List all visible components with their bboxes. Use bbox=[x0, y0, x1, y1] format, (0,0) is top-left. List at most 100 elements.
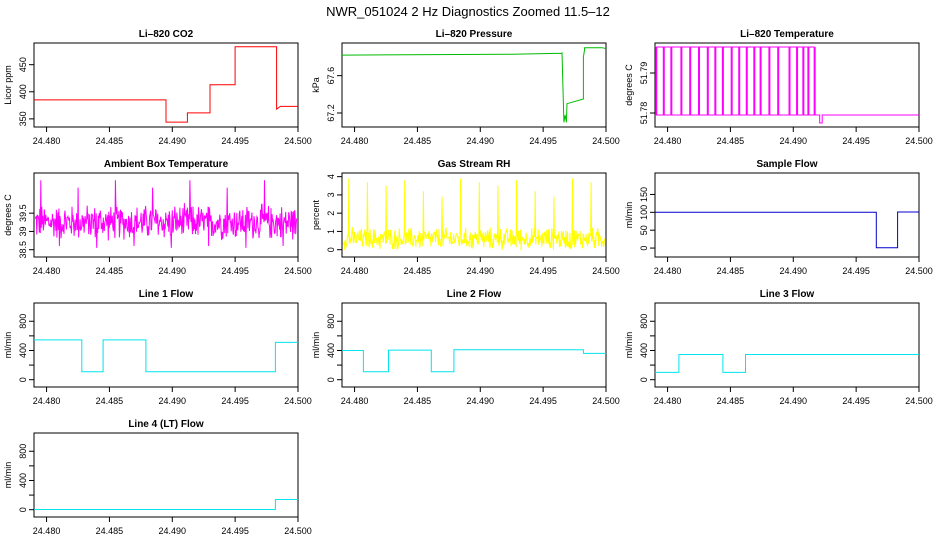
panel-li-820-co2: Li–820 CO2 24.480 24.485 24.490 24.495 24.500… bbox=[3, 29, 312, 146]
y-axis-label: ml/min bbox=[624, 202, 634, 229]
y-tick-label: 50 bbox=[639, 225, 649, 235]
series-line bbox=[342, 178, 606, 251]
x-tick-label: 24.480 bbox=[33, 396, 61, 406]
panel-title: Li–820 Pressure bbox=[436, 29, 513, 40]
series-line bbox=[34, 180, 298, 248]
panel-title: Line 4 (LT) Flow bbox=[128, 419, 204, 430]
series-line bbox=[341, 47, 607, 123]
series-line bbox=[342, 349, 606, 373]
figure-title: NWR_051024 2 Hz Diagnostics Zoomed 11.5–… bbox=[326, 4, 610, 19]
panel-line-2-flow: Line 2 Flow 24.480 24.485 24.490 24.495 24.50… bbox=[311, 289, 620, 406]
x-tick-label: 24.495 bbox=[529, 266, 557, 276]
x-tick-label: 24.490 bbox=[159, 136, 187, 146]
x-tick-label: 24.480 bbox=[33, 266, 61, 276]
x-tick-label: 24.485 bbox=[96, 266, 124, 276]
x-tick-label: 24.495 bbox=[842, 396, 870, 406]
y-axis-label: degrees C bbox=[624, 64, 634, 106]
x-tick-label: 24.485 bbox=[404, 396, 432, 406]
x-tick-label: 24.485 bbox=[96, 396, 124, 406]
x-tick-label: 24.495 bbox=[221, 266, 249, 276]
y-tick-label: 39.5 bbox=[18, 204, 28, 222]
y-tick-label: 100 bbox=[639, 205, 649, 220]
x-tick-label: 24.490 bbox=[467, 136, 495, 146]
y-tick-label: 1 bbox=[326, 229, 336, 234]
x-tick-label: 24.500 bbox=[592, 266, 620, 276]
series-line bbox=[34, 499, 298, 510]
y-tick-label: 0 bbox=[639, 377, 649, 382]
y-tick-label: 51.78 bbox=[639, 102, 649, 125]
x-tick-label: 24.480 bbox=[341, 266, 369, 276]
x-tick-label: 24.490 bbox=[159, 526, 187, 536]
y-axis-label: kPa bbox=[311, 77, 321, 93]
x-tick-label: 24.495 bbox=[529, 136, 557, 146]
y-axis-label: degrees C bbox=[3, 194, 13, 236]
y-tick-label: 67.2 bbox=[326, 104, 336, 122]
y-tick-label: 0 bbox=[18, 377, 28, 382]
y-tick-label: 4 bbox=[326, 174, 336, 179]
series-line bbox=[34, 339, 298, 373]
plot-frame bbox=[341, 172, 607, 258]
x-tick-label: 24.495 bbox=[221, 526, 249, 536]
panel-title: Li–820 Temperature bbox=[740, 29, 834, 40]
x-tick-label: 24.500 bbox=[284, 266, 312, 276]
panel-line-4-lt-flow: Line 4 (LT) Flow 24.480 24.485 24.490 24.495… bbox=[3, 419, 312, 536]
x-tick-label: 24.500 bbox=[905, 136, 933, 146]
x-tick-label: 24.485 bbox=[96, 526, 124, 536]
x-tick-label: 24.490 bbox=[780, 396, 808, 406]
panel-line-1-flow: Line 1 Flow 24.480 24.485 24.490 24.495 24.50… bbox=[3, 289, 312, 406]
y-axis-label: ml/min bbox=[3, 462, 13, 489]
panel-title: Gas Stream RH bbox=[438, 159, 511, 170]
panel-title: Li–820 CO2 bbox=[139, 29, 194, 40]
series-line bbox=[655, 211, 919, 249]
x-tick-label: 24.490 bbox=[780, 136, 808, 146]
series-line bbox=[34, 46, 298, 123]
y-tick-label: 67.6 bbox=[326, 67, 336, 85]
y-tick-label: 51.79 bbox=[639, 62, 649, 85]
panel-li-820-pressure: Li–820 Pressure 24.480 24.485 24.490 24.495 2… bbox=[311, 29, 620, 146]
x-tick-label: 24.485 bbox=[717, 266, 745, 276]
y-tick-label: 0 bbox=[18, 507, 28, 512]
y-axis-label: percent bbox=[311, 199, 321, 230]
x-tick-label: 24.500 bbox=[905, 266, 933, 276]
x-tick-label: 24.500 bbox=[592, 136, 620, 146]
y-tick-label: 350 bbox=[18, 111, 28, 126]
x-tick-label: 24.495 bbox=[221, 396, 249, 406]
plot-frame bbox=[33, 302, 299, 388]
y-tick-label: 400 bbox=[18, 84, 28, 99]
x-tick-label: 24.485 bbox=[717, 396, 745, 406]
x-tick-label: 24.480 bbox=[654, 396, 682, 406]
y-axis-label: ml/min bbox=[311, 332, 321, 359]
x-tick-label: 24.495 bbox=[529, 396, 557, 406]
x-tick-label: 24.500 bbox=[592, 396, 620, 406]
panel-title: Line 3 Flow bbox=[760, 289, 815, 300]
x-tick-label: 24.480 bbox=[33, 526, 61, 536]
panel-title: Sample Flow bbox=[756, 159, 817, 170]
y-axis-label: Licor ppm bbox=[3, 65, 13, 105]
panel-li-820-temperature: Li–820 Temperature 24.480 24.485 24.490 24.4… bbox=[624, 29, 933, 146]
x-tick-label: 24.490 bbox=[159, 266, 187, 276]
panel-title: Line 2 Flow bbox=[447, 289, 502, 300]
y-tick-label: 800 bbox=[18, 314, 28, 329]
y-tick-label: 800 bbox=[639, 314, 649, 329]
panel-sample-flow: Sample Flow 24.480 24.485 24.490 24.495 24.50… bbox=[624, 159, 933, 276]
plot-frame bbox=[33, 432, 299, 518]
y-tick-label: 38.5 bbox=[18, 241, 28, 259]
x-tick-label: 24.495 bbox=[842, 136, 870, 146]
x-tick-label: 24.500 bbox=[284, 136, 312, 146]
y-tick-label: 150 bbox=[639, 187, 649, 202]
plot-frame bbox=[341, 302, 607, 388]
plot-frame bbox=[33, 172, 299, 258]
x-tick-label: 24.480 bbox=[33, 136, 61, 146]
y-tick-label: 0 bbox=[326, 247, 336, 252]
panel-line-3-flow: Line 3 Flow 24.480 24.485 24.490 24.495 24.50… bbox=[624, 289, 933, 406]
plot-frame bbox=[654, 302, 920, 388]
x-tick-label: 24.500 bbox=[284, 526, 312, 536]
x-tick-label: 24.480 bbox=[654, 266, 682, 276]
y-tick-label: 0 bbox=[639, 246, 649, 251]
x-tick-label: 24.485 bbox=[404, 266, 432, 276]
plot-frame bbox=[341, 42, 607, 128]
x-tick-label: 24.480 bbox=[341, 136, 369, 146]
plot-frame bbox=[33, 42, 299, 128]
y-tick-label: 2 bbox=[326, 211, 336, 216]
